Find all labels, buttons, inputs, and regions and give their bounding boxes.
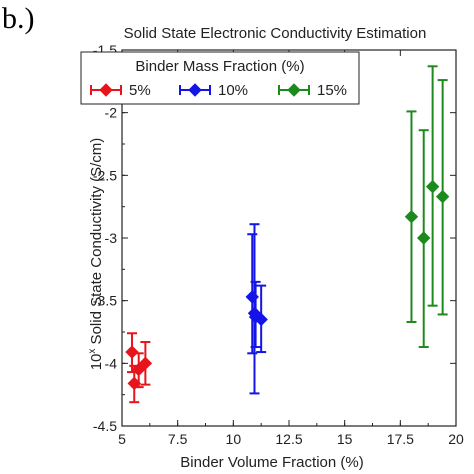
x-tick-label: 17.5 — [387, 431, 414, 447]
data-point — [131, 362, 146, 377]
y-tick-label: -3 — [105, 230, 118, 246]
x-tick-label: 5 — [118, 431, 126, 447]
y-axis-label: 10x Solid State Conductivity (S/cm) — [87, 138, 105, 371]
x-axis-label: Binder Volume Fraction (%) — [180, 454, 363, 471]
panel-label: b.) — [2, 2, 35, 35]
data-point — [254, 312, 268, 327]
legend-marker — [99, 83, 113, 97]
series-2 — [404, 65, 450, 349]
data-point — [435, 189, 450, 204]
data-point — [417, 231, 431, 245]
y-axis-label-rest: Solid State Conductivity (S/cm) — [88, 138, 105, 349]
y-tick-label: -4.5 — [93, 418, 117, 434]
legend-label: 5% — [129, 82, 151, 99]
plot-area-border — [121, 49, 457, 427]
legend-entries: 5% 10% 15% — [90, 82, 347, 99]
legend-marker — [188, 83, 202, 97]
legend-title: Binder Mass Fraction (%) — [135, 58, 304, 75]
legend: Binder Mass Fraction (%) 5% 10% 15% — [80, 51, 360, 105]
y-axis-label-exponent: x — [87, 349, 98, 354]
data-point — [404, 209, 419, 224]
data-point — [138, 356, 153, 371]
x-tick-label: 15 — [337, 431, 353, 447]
y-tick-label: -3.5 — [93, 293, 117, 309]
chart-title: Solid State Electronic Conductivity Esti… — [124, 25, 427, 42]
x-tick-label: 7.5 — [168, 431, 188, 447]
legend-label: 10% — [218, 82, 248, 99]
legend-marker — [287, 83, 301, 97]
x-axis-ticks: 5 7.5 10 12.5 15 17.5 20 — [118, 50, 464, 447]
legend-label: 15% — [317, 82, 347, 99]
legend-box — [80, 51, 360, 105]
x-tick-label: 10 — [226, 431, 242, 447]
series-layer — [125, 65, 450, 404]
series-1 — [245, 223, 268, 395]
x-tick-label: 12.5 — [275, 431, 302, 447]
y-axis-label-base: 10 — [88, 354, 105, 371]
data-point — [425, 179, 440, 194]
x-tick-label: 20 — [448, 431, 464, 447]
data-point — [125, 345, 139, 359]
y-tick-label: -2 — [105, 105, 118, 121]
plot-frame — [121, 49, 457, 427]
series-0 — [125, 332, 153, 404]
y-tick-label: -4 — [105, 355, 118, 371]
y-tick-label: -2.5 — [93, 167, 117, 183]
